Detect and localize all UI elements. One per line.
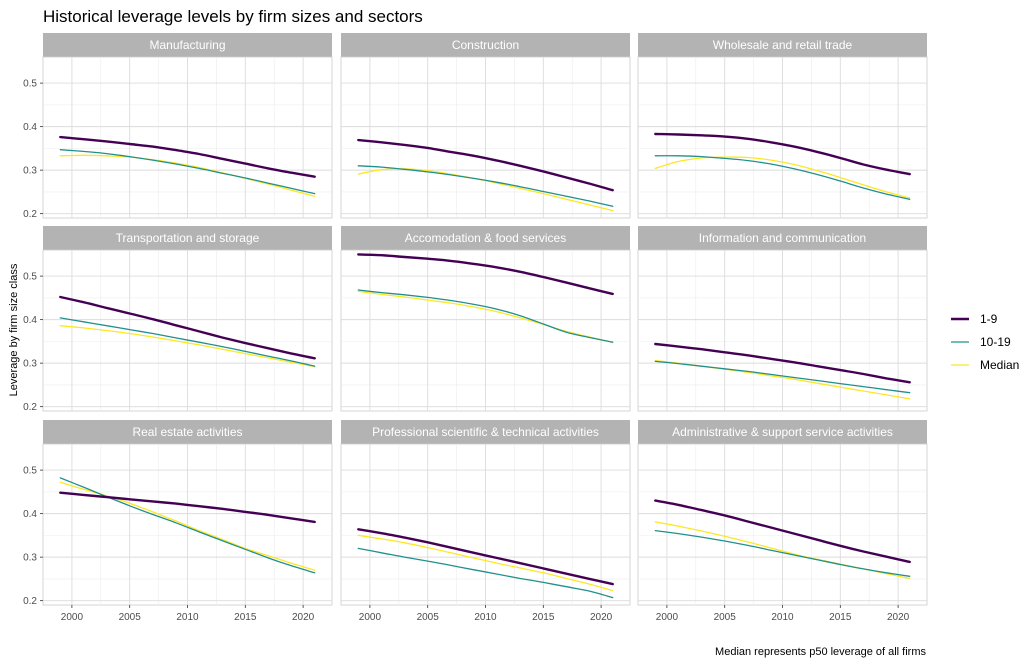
series-line-median <box>357 534 614 592</box>
facet-strip <box>638 420 927 444</box>
series-line-1-9 <box>654 499 911 564</box>
legend-label: 1-9 <box>980 312 998 326</box>
series-line-10-19 <box>654 360 911 394</box>
x-tick-label: 2015 <box>234 612 257 623</box>
series-line-median <box>357 290 614 343</box>
legend-item: Median <box>951 358 1019 372</box>
y-tick-label: 0.5 <box>23 79 37 90</box>
chart-title: Historical leverage levels by firm sizes… <box>43 7 423 26</box>
facet-strip-title: Construction <box>452 38 519 52</box>
legend-item: 10-19 <box>951 335 1011 349</box>
y-tick-label: 0.2 <box>23 402 37 413</box>
x-tick-label: 2005 <box>417 612 440 623</box>
legend-item: 1-9 <box>951 312 998 326</box>
series-line-1-9 <box>654 342 911 384</box>
x-tick-label: 2000 <box>61 612 84 623</box>
facet-strip <box>341 226 630 250</box>
facet-strip-title: Wholesale and retail trade <box>713 38 853 52</box>
y-tick-label: 0.5 <box>23 466 37 477</box>
facet-panel: Professional scientific & technical acti… <box>340 420 631 623</box>
legend: 1-9 10-19 Median <box>951 312 1019 372</box>
series-line-median <box>59 325 316 368</box>
facet-strip <box>341 420 630 444</box>
facet-panel: Transportation and storage 0.2 0.3 0.4 0.5 <box>23 226 333 413</box>
y-tick-label: 0.3 <box>23 166 37 177</box>
series-line-median <box>59 154 316 197</box>
series-line-10-19 <box>357 165 614 207</box>
facet-panel: Construction <box>340 33 631 219</box>
series-line-10-19 <box>357 289 614 343</box>
x-tick-label: 2005 <box>119 612 142 623</box>
series-line-10-19 <box>59 317 316 367</box>
facet-strip-title: Administrative & support service activit… <box>672 425 893 439</box>
series-line-1-9 <box>59 295 316 360</box>
x-tick-label: 2000 <box>656 612 679 623</box>
facet-strip <box>43 33 332 57</box>
series-line-10-19 <box>357 547 614 599</box>
series-line-median <box>654 156 911 199</box>
y-tick-label: 0.2 <box>23 209 37 220</box>
x-tick-label: 2010 <box>771 612 794 623</box>
series-line-1-9 <box>357 528 614 586</box>
x-tick-label: 2020 <box>292 612 315 623</box>
facet-panel: Wholesale and retail trade <box>637 33 928 219</box>
facet-strip-title: Transportation and storage <box>116 231 260 245</box>
series-line-10-19 <box>654 155 911 200</box>
legend-label: 10-19 <box>980 335 1011 349</box>
y-tick-label: 0.4 <box>23 509 37 520</box>
x-tick-label: 2010 <box>474 612 497 623</box>
facet-strip <box>43 226 332 250</box>
x-tick-label: 2015 <box>532 612 555 623</box>
facet-strip <box>43 420 332 444</box>
y-axis-title: Leverage by firm size class <box>8 263 20 396</box>
y-tick-label: 0.4 <box>23 122 37 133</box>
facet-strip-title: Accomodation & food services <box>405 231 566 245</box>
facet-strip <box>341 33 630 57</box>
series-line-1-9 <box>357 138 614 192</box>
series-line-1-9 <box>59 135 316 178</box>
y-tick-label: 0.3 <box>23 553 37 564</box>
facet-strip-title: Manufacturing <box>149 38 225 52</box>
facet-strip-title: Professional scientific & technical acti… <box>372 425 599 439</box>
facet-panel: Real estate activities 0.2 0.3 0.4 0.5 2000 20… <box>23 420 333 623</box>
x-tick-label: 2020 <box>887 612 910 623</box>
facet-panel: Information and communication <box>637 226 928 412</box>
facet-panel: Administrative & support service activit… <box>637 420 928 623</box>
x-tick-label: 2000 <box>359 612 382 623</box>
facet-strip-title: Real estate activities <box>132 425 242 439</box>
x-tick-label: 2005 <box>714 612 737 623</box>
facet-panels: Manufacturing 0.2 0.3 0.4 0.5 Construction Who… <box>23 33 928 623</box>
y-tick-label: 0.5 <box>23 272 37 283</box>
legend-label: Median <box>980 358 1019 372</box>
facet-strip <box>638 226 927 250</box>
x-tick-label: 2010 <box>176 612 199 623</box>
y-tick-label: 0.2 <box>23 596 37 607</box>
series-line-10-19 <box>59 149 316 195</box>
series-line-1-9 <box>59 491 316 524</box>
facet-panel: Manufacturing 0.2 0.3 0.4 0.5 <box>23 33 333 220</box>
facet-panel: Accomodation & food services <box>340 226 631 412</box>
x-tick-label: 2015 <box>829 612 852 623</box>
chart-caption: Median represents p50 leverage of all fi… <box>715 646 926 658</box>
x-tick-label: 2020 <box>590 612 613 623</box>
series-line-1-9 <box>357 253 614 296</box>
y-tick-label: 0.4 <box>23 315 37 326</box>
series-line-1-9 <box>654 132 911 176</box>
facet-strip-title: Information and communication <box>699 231 866 245</box>
series-line-10-19 <box>654 529 911 577</box>
y-tick-label: 0.3 <box>23 359 37 370</box>
facet-strip <box>638 33 927 57</box>
